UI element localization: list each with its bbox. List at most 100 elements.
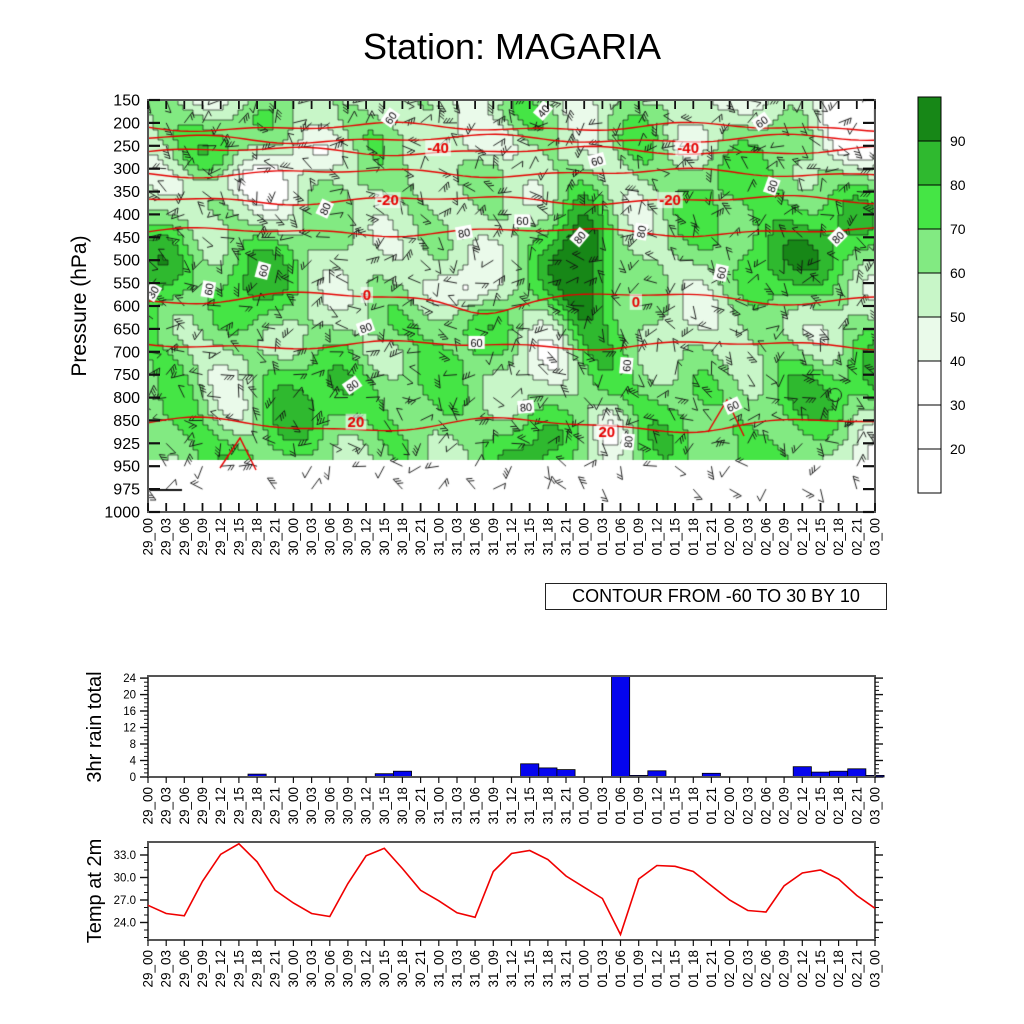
pressure-tick-label: 975: [113, 482, 140, 499]
rain-x-tick-label: 03_00: [868, 787, 883, 825]
temp-x-tick-label: 29_12: [213, 950, 228, 988]
rain-x-tick-label: 30_06: [322, 787, 337, 825]
main-x-tick-label: 02_06: [759, 518, 774, 556]
temp-x-tick-label: 29_18: [250, 950, 265, 988]
temp-x-tick-label: 01_12: [649, 950, 664, 988]
rain-x-tick-label: 29_21: [268, 787, 283, 825]
pressure-tick-label: 300: [113, 161, 140, 178]
temp-x-tick-label: 31_09: [486, 950, 501, 988]
temp-x-tick-label: 30_18: [395, 950, 410, 988]
pressure-tick-label: 650: [113, 321, 140, 338]
main-x-tick-label: 02_03: [740, 518, 755, 556]
rain-x-tick-label: 01_12: [649, 787, 664, 825]
pressure-tick-label: 400: [113, 207, 140, 224]
rain-x-tick-label: 31_12: [504, 787, 519, 825]
main-x-tick-label: 29_15: [231, 518, 246, 556]
temp-x-tick-label: 03_00: [868, 950, 883, 988]
pressure-tick-label: 250: [113, 138, 140, 155]
colorbar-label: 60: [950, 265, 966, 281]
rain-y-label: 4: [130, 756, 137, 768]
temp-x-tick-label: 30_12: [359, 950, 374, 988]
rain-x-tick-label: 01_15: [668, 787, 683, 825]
temp-x-tick-label: 31_00: [431, 950, 446, 988]
rain-x-tick-label: 29_06: [177, 787, 192, 825]
main-x-tick-label: 29_00: [141, 518, 156, 556]
rain-x-tick-label: 29_09: [195, 787, 210, 825]
pressure-tick-label: 925: [113, 436, 140, 453]
main-x-tick-label: 30_18: [395, 518, 410, 556]
pressure-tick-label: 150: [113, 93, 140, 110]
colorbar-label: 70: [950, 221, 966, 237]
rain-x-tick-label: 31_00: [431, 787, 446, 825]
main-x-tick-label: 01_21: [704, 518, 719, 556]
rain-frame: [147, 675, 876, 778]
rain-x-tick-label: 30_15: [377, 787, 392, 825]
pressure-tick-label: 500: [113, 253, 140, 270]
main-x-tick-label: 02_12: [795, 518, 810, 556]
main-x-tick-label: 02_18: [831, 518, 846, 556]
rain-y-label: 16: [123, 706, 136, 718]
colorbar-cell: [917, 228, 942, 274]
temp-frame: [147, 841, 876, 941]
main-x-tick-label: 03_00: [868, 518, 883, 556]
rain-x-tick-label: 31_03: [450, 787, 465, 825]
rain-x-tick-label: 29_03: [159, 787, 174, 825]
colorbar-cell: [917, 404, 942, 450]
rain-x-tick-label: 01_18: [686, 787, 701, 825]
temp-x-tick-label: 29_03: [159, 950, 174, 988]
main-x-tick-label: 29_03: [159, 518, 174, 556]
pressure-tick-label: 850: [113, 413, 140, 430]
rain-x-tick-label: 30_00: [286, 787, 301, 825]
temp-x-tick-label: 29_00: [141, 950, 156, 988]
rain-x-tick-label: 31_09: [486, 787, 501, 825]
rain-x-tick-label: 29_18: [250, 787, 265, 825]
main-x-tick-label: 01_06: [613, 518, 628, 556]
temp-x-tick-label: 30_15: [377, 950, 392, 988]
page-title: Station: MAGARIA: [362, 26, 662, 67]
main-x-tick-label: 29_09: [195, 518, 210, 556]
rain-x-tick-label: 31_06: [468, 787, 483, 825]
temp-x-tick-label: 31_03: [450, 950, 465, 988]
main-x-tick-label: 02_00: [722, 518, 737, 556]
rain-y-label: 24: [123, 673, 136, 685]
rain-x-tick-label: 02_12: [795, 787, 810, 825]
main-x-tick-label: 31_03: [450, 518, 465, 556]
temp-x-tick-label: 01_06: [613, 950, 628, 988]
temp-x-tick-label: 31_18: [540, 950, 555, 988]
rain-x-tick-label: 29_00: [141, 787, 156, 825]
temp-x-tick-label: 29_15: [231, 950, 246, 988]
temp-y-label: 30.0: [114, 873, 136, 885]
rain-x-tick-label: 02_15: [813, 787, 828, 825]
rain-x-tick-label: 02_09: [777, 787, 792, 825]
temp-x-tick-label: 29_21: [268, 950, 283, 988]
main-x-tick-label: 30_09: [340, 518, 355, 556]
rain-x-tick-label: 01_00: [577, 787, 592, 825]
colorbar-label: 40: [950, 353, 966, 369]
rain-bar: [556, 769, 576, 778]
main-x-tick-label: 02_09: [777, 518, 792, 556]
rain-x-tick-label: 30_18: [395, 787, 410, 825]
rain-x-tick-label: 01_03: [595, 787, 610, 825]
pressure-tick-label: 450: [113, 230, 140, 247]
rain-x-tick-label: 01_09: [631, 787, 646, 825]
temp-x-tick-label: 30_00: [286, 950, 301, 988]
pressure-tick-label: 800: [113, 390, 140, 407]
temp-x-tick-label: 02_06: [759, 950, 774, 988]
rain-y-label: 8: [130, 739, 136, 751]
temp-line: [147, 842, 876, 937]
pressure-tick-label: 750: [113, 367, 140, 384]
rain-y-label: 0: [130, 772, 136, 784]
temp-x-tick-label: 30_09: [340, 950, 355, 988]
rain-bar: [538, 767, 558, 778]
main-x-tick-label: 30_15: [377, 518, 392, 556]
rain-bar: [792, 766, 812, 778]
rain-x-tick-label: 30_21: [413, 787, 428, 825]
main-x-tick-label: 29_06: [177, 518, 192, 556]
colorbar-cell: [917, 96, 942, 142]
temp-x-tick-label: 02_03: [740, 950, 755, 988]
temp-x-tick-label: 01_03: [595, 950, 610, 988]
temp-x-tick-label: 02_18: [831, 950, 846, 988]
main-x-tick-label: 29_21: [268, 518, 283, 556]
colorbar-cell: [917, 360, 942, 406]
